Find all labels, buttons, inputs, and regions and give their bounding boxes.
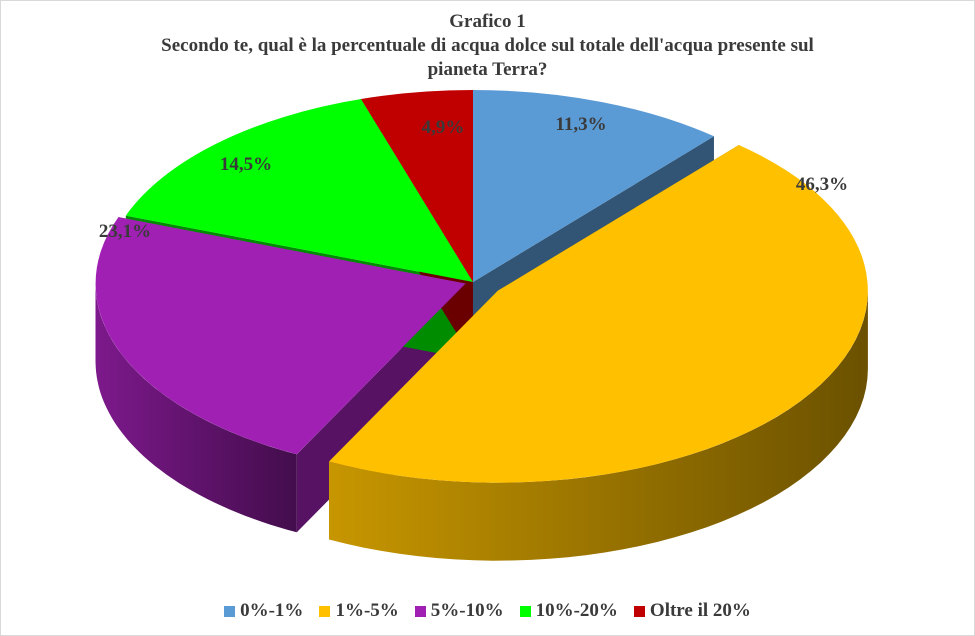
pie-slice-5-10 (95, 217, 466, 455)
data-label-1-5: 46,3% (796, 174, 848, 195)
legend-swatch-5-10 (414, 605, 426, 617)
legend-label-1-5: 1%-5% (335, 600, 399, 621)
legend-label-10-20: 10%-20% (535, 600, 618, 621)
pie-rim-1-5 (329, 290, 868, 561)
chart-title-block: Grafico 1 Secondo te, qual è la percentu… (0, 10, 975, 82)
legend-swatch-10-20 (519, 605, 531, 617)
legend-item-oltre-20: Oltre il 20% (633, 600, 751, 622)
legend-swatch-oltre-20 (633, 605, 645, 617)
chart-subtitle-line-2: pianeta Terra? (427, 59, 548, 80)
legend-item-0-1: 0%-1% (224, 600, 303, 622)
data-label-0-1: 11,3% (555, 114, 606, 135)
legend-item-5-10: 5%-10% (414, 600, 504, 622)
legend-swatch-0-1 (224, 605, 236, 617)
legend-item-1-5: 1%-5% (319, 600, 399, 622)
legend-item-10-20: 10%-20% (519, 600, 618, 622)
data-label-oltre-il-20: 4,9% (422, 117, 465, 138)
legend-label-oltre-20: Oltre il 20% (649, 600, 751, 621)
pie-slice-1-5 (329, 145, 868, 483)
data-label-10-20: 14,5% (220, 154, 272, 175)
legend-label-5-10: 5%-10% (430, 600, 504, 621)
pie-slice-10-20 (125, 99, 474, 282)
pie-slice-0-1 (473, 90, 714, 282)
data-label-5-10: 23,1% (99, 221, 151, 242)
chart-legend: 0%-1% 1%-5% 5%-10% 10%-20% Oltre il 20% (0, 600, 975, 622)
pie-slice-oltre-il-20 (361, 90, 473, 282)
chart-subtitle-line-1: Secondo te, qual è la percentuale di acq… (161, 35, 814, 56)
legend-swatch-1-5 (319, 605, 331, 617)
pie-rim-5-10 (95, 283, 297, 533)
legend-label-0-1: 0%-1% (240, 600, 304, 621)
chart-title: Grafico 1 (449, 11, 526, 32)
